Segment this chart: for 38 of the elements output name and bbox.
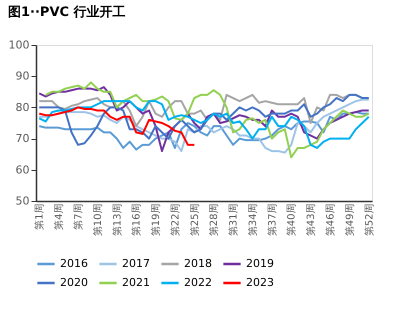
x-tick-label: 第10周: [92, 204, 104, 236]
line-series: [38, 94, 370, 146]
x-tick-label: 第1周: [34, 204, 46, 230]
legend-label: 2020: [60, 276, 88, 289]
x-tick-label: 第43周: [305, 204, 318, 236]
x-tick-label: 第40周: [286, 204, 298, 236]
x-tick-label: 第19周: [150, 204, 162, 236]
x-tick-label: 第7周: [72, 204, 84, 230]
x-tick-label: 第46周: [324, 204, 336, 236]
legend-label: 2016: [60, 257, 88, 270]
y-tick-label: 70: [16, 132, 30, 146]
line-series: [38, 106, 196, 146]
x-tick-label: 第13周: [111, 204, 124, 236]
legend-label: 2023: [246, 276, 274, 289]
line-series: [38, 111, 370, 151]
x-tick-label: 第25周: [188, 204, 201, 236]
line-series: [44, 81, 370, 158]
x-tick-label: 第16周: [130, 204, 143, 236]
legend-label: 2018: [184, 257, 212, 270]
legend-label: 2022: [184, 276, 212, 289]
line-series: [38, 86, 370, 152]
x-tick-label: 第28周: [208, 204, 220, 236]
y-tick-label: 90: [16, 70, 30, 83]
y-tick-label: 60: [16, 163, 30, 176]
legend-label: 2017: [122, 257, 150, 270]
x-tick-label: 第34周: [246, 204, 259, 236]
x-tick-label: 第52周: [363, 204, 376, 236]
x-tick-label: 第22周: [169, 204, 182, 236]
legend-label: 2019: [246, 257, 274, 270]
chart-title: 图1··PVC 行业开工: [8, 5, 126, 20]
x-tick-label: 第49周: [344, 204, 356, 236]
y-tick-label: 80: [16, 100, 30, 114]
x-tick-label: 第31周: [228, 204, 240, 236]
x-tick-label: 第37周: [266, 204, 278, 236]
y-tick-label: 50: [16, 194, 30, 208]
x-tick-label: 第4周: [53, 204, 66, 230]
legend-label: 2021: [122, 276, 150, 289]
y-tick-label: 100: [8, 38, 30, 52]
